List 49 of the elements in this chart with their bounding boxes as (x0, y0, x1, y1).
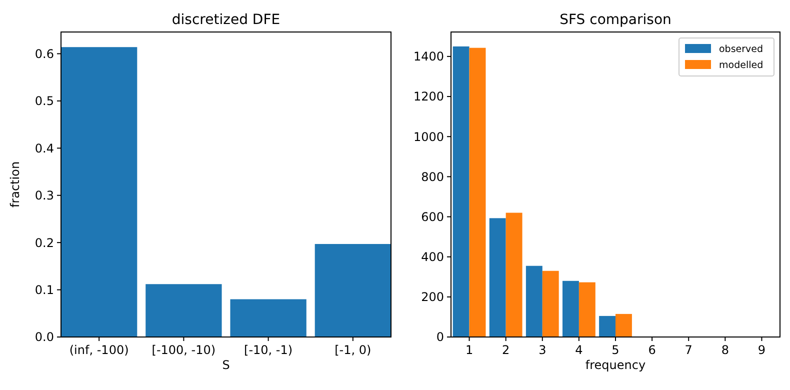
y-axis-title: fraction (8, 161, 22, 208)
x-axis-title: S (222, 358, 230, 372)
y-tick-label: 0.3 (34, 188, 54, 203)
bar (542, 270, 559, 337)
x-tick-label: [-100, -10) (152, 343, 216, 357)
x-tick-label: 4 (575, 343, 583, 357)
bar (506, 212, 522, 337)
y-tick-label: 0.1 (34, 282, 54, 297)
legend-label: modelled (719, 60, 764, 71)
bar (489, 218, 506, 337)
chart-title: SFS comparison (560, 12, 672, 28)
bar (314, 244, 391, 337)
y-tick-label: 1000 (413, 130, 444, 144)
x-tick-label: 6 (648, 343, 656, 357)
bar (230, 299, 306, 337)
x-tick-label: 9 (758, 343, 766, 357)
x-axis-title: frequency (585, 358, 646, 372)
x-tick-label: 1 (465, 343, 474, 357)
y-tick-label: 1200 (413, 90, 444, 104)
bar (452, 46, 470, 337)
x-tick-label: 8 (721, 343, 729, 357)
chart-title: discretized DFE (172, 12, 280, 28)
x-tick-label: 2 (502, 343, 510, 357)
x-tick-label: 7 (684, 343, 692, 357)
x-tick-label: 5 (612, 343, 620, 357)
x-tick-label: 3 (538, 343, 546, 357)
y-tick-label: 0.5 (34, 94, 54, 108)
y-tick-label: 800 (421, 170, 444, 184)
y-tick-label: 0.2 (34, 236, 54, 250)
y-tick-label: 0.0 (34, 330, 54, 344)
y-tick-label: 0 (436, 330, 444, 344)
bar (61, 47, 138, 337)
bar (616, 314, 632, 337)
x-tick-label: (inf, -100) (69, 343, 129, 357)
bar (146, 284, 222, 337)
y-tick-label: 600 (421, 210, 444, 224)
y-tick-label: 400 (421, 250, 444, 264)
bar (562, 280, 579, 337)
y-tick-label: 0.4 (34, 141, 54, 156)
bar (469, 48, 486, 337)
bar (526, 266, 542, 337)
x-tick-label: [-10, -1) (244, 343, 293, 357)
bar (578, 282, 596, 337)
y-tick-label: 0.6 (34, 46, 54, 61)
y-tick-label: 1400 (413, 50, 444, 64)
y-tick-label: 200 (421, 290, 444, 304)
x-tick-label: [-1, 0) (334, 343, 372, 357)
bar (599, 316, 616, 337)
legend-label: observed (719, 44, 764, 55)
